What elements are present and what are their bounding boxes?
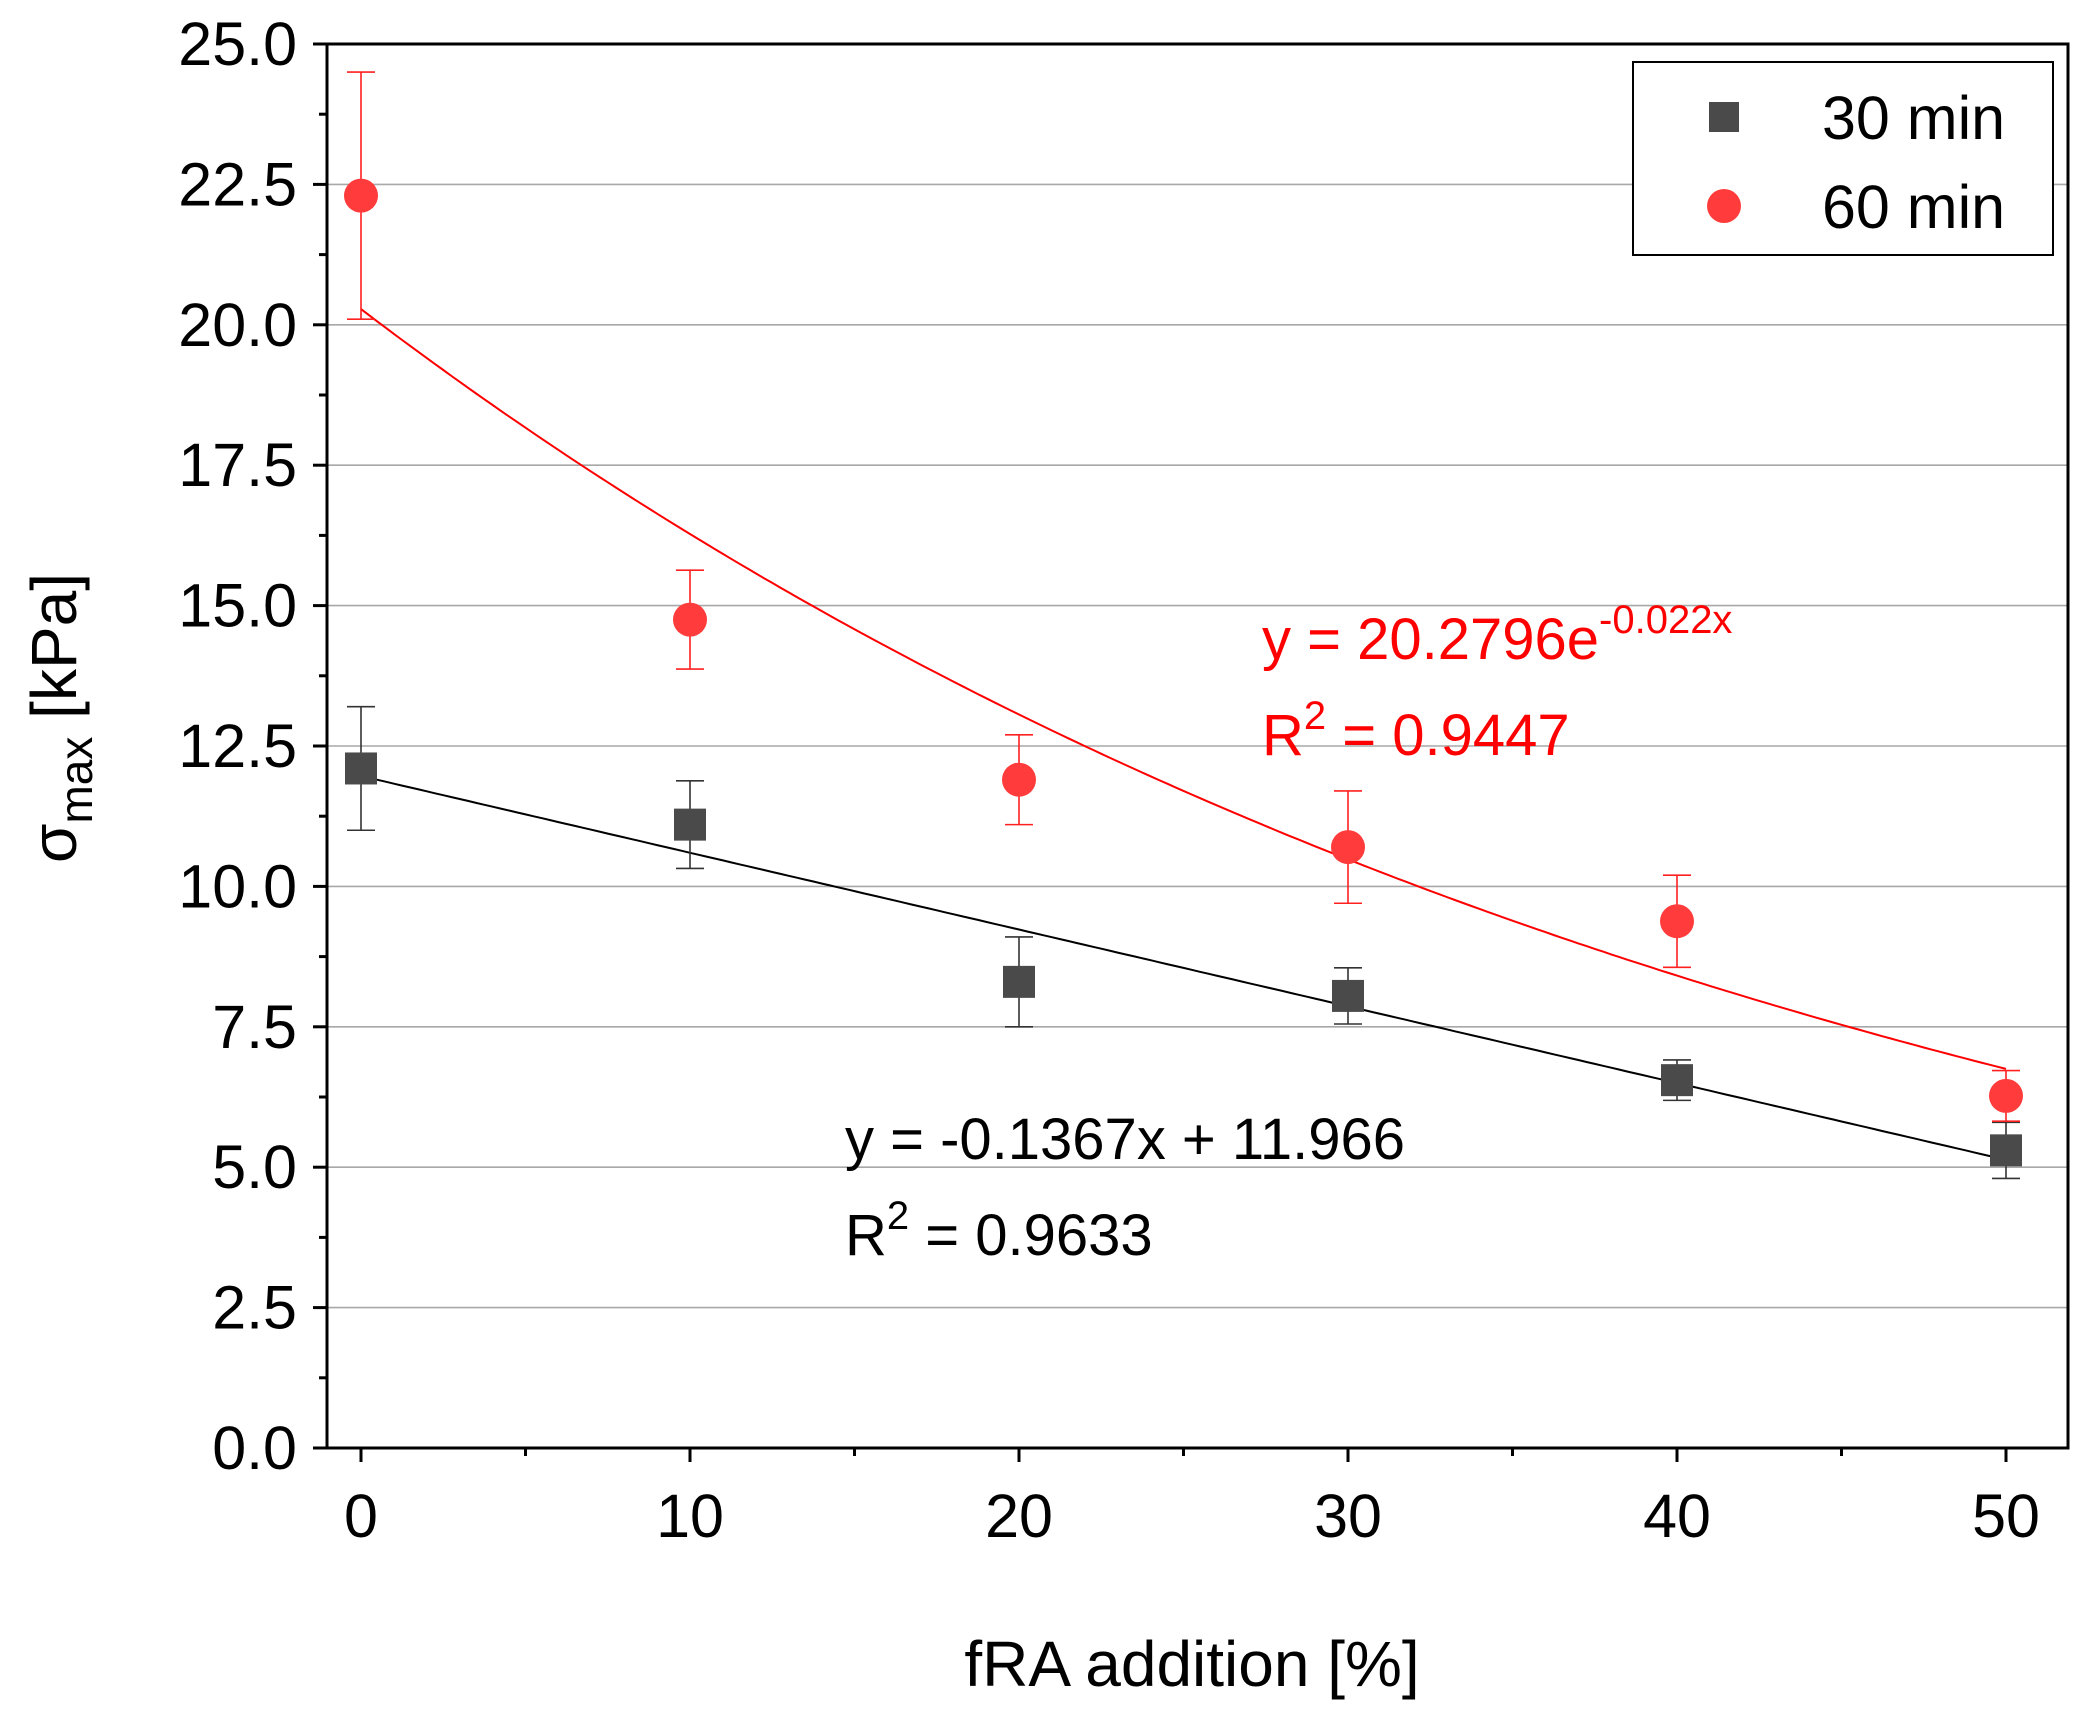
y-tick-label: 15.0 <box>178 572 297 640</box>
legend-box <box>1632 61 2054 256</box>
data-point-60min <box>1002 762 1036 797</box>
fit-r2-60min: R2 = 0.9447 <box>1262 694 1570 768</box>
x-tick-label: 40 <box>1643 1482 1711 1550</box>
y-tick-label: 2.5 <box>212 1274 297 1342</box>
fit-r2-30min: R2 = 0.9633 <box>845 1194 1153 1268</box>
fit-equation-30min: y = -0.1367x + 11.966 <box>845 1107 1405 1172</box>
data-point-60min <box>1331 830 1365 865</box>
y-tick-label: 22.5 <box>178 150 297 218</box>
data-point-30min <box>1332 979 1364 1012</box>
x-tick-label: 50 <box>1972 1482 2040 1550</box>
y-axis-subscript: max <box>50 737 102 824</box>
data-point-30min <box>1661 1064 1693 1097</box>
fit-equation-60min-exponent: -0.022x <box>1599 598 1732 642</box>
data-point-30min <box>1990 1134 2022 1167</box>
y-tick-label: 20.0 <box>178 291 297 359</box>
x-tick-label: 0 <box>344 1482 378 1550</box>
data-point-30min <box>345 752 377 785</box>
fit-line-60min <box>360 308 2007 1070</box>
tick-labels: 0.0 2.5 5.0 7.5 10.0 12.5 15.0 17.5 20.0 22.5 25.0… <box>178 10 2040 1550</box>
axis-ticks <box>313 42 2008 1462</box>
data-point-30min <box>674 808 706 841</box>
x-tick-label: 30 <box>1314 1482 1382 1550</box>
legend-marker-30min <box>1709 102 1739 132</box>
legend-marker-60min <box>1707 189 1741 223</box>
legend: 30 min 60 min <box>1632 61 2054 256</box>
y-tick-label: 7.5 <box>212 993 297 1061</box>
y-axis-unit: [kPa] <box>18 573 90 737</box>
data-markers <box>344 178 2023 1167</box>
grid-lines <box>327 183 2068 1309</box>
y-tick-label: 12.5 <box>178 712 297 780</box>
data-point-30min <box>1003 965 1035 998</box>
y-tick-label: 17.5 <box>178 431 297 499</box>
y-axis-symbol: σ <box>18 824 90 864</box>
data-point-60min <box>1989 1078 2023 1113</box>
y-tick-label: 5.0 <box>212 1133 297 1201</box>
y-tick-label: 10.0 <box>178 852 297 920</box>
x-tick-label: 20 <box>985 1482 1053 1550</box>
x-tick-label: 10 <box>656 1482 724 1550</box>
data-point-60min <box>344 178 378 213</box>
fit-equation-60min: y = 20.2796e-0.022x <box>1262 598 1732 672</box>
data-point-60min <box>673 602 707 637</box>
y-tick-label: 25.0 <box>178 10 297 78</box>
data-point-60min <box>1660 904 1694 939</box>
legend-label-60min: 60 min <box>1822 173 2005 241</box>
x-axis-title: fRA addition [%] <box>964 1628 1419 1700</box>
y-tick-label: 0.0 <box>212 1414 297 1482</box>
fit-lines <box>360 308 2007 1161</box>
fit-line-30min <box>360 775 2007 1161</box>
legend-label-30min: 30 min <box>1822 84 2005 152</box>
y-axis-title: σmax [kPa] <box>18 573 102 863</box>
